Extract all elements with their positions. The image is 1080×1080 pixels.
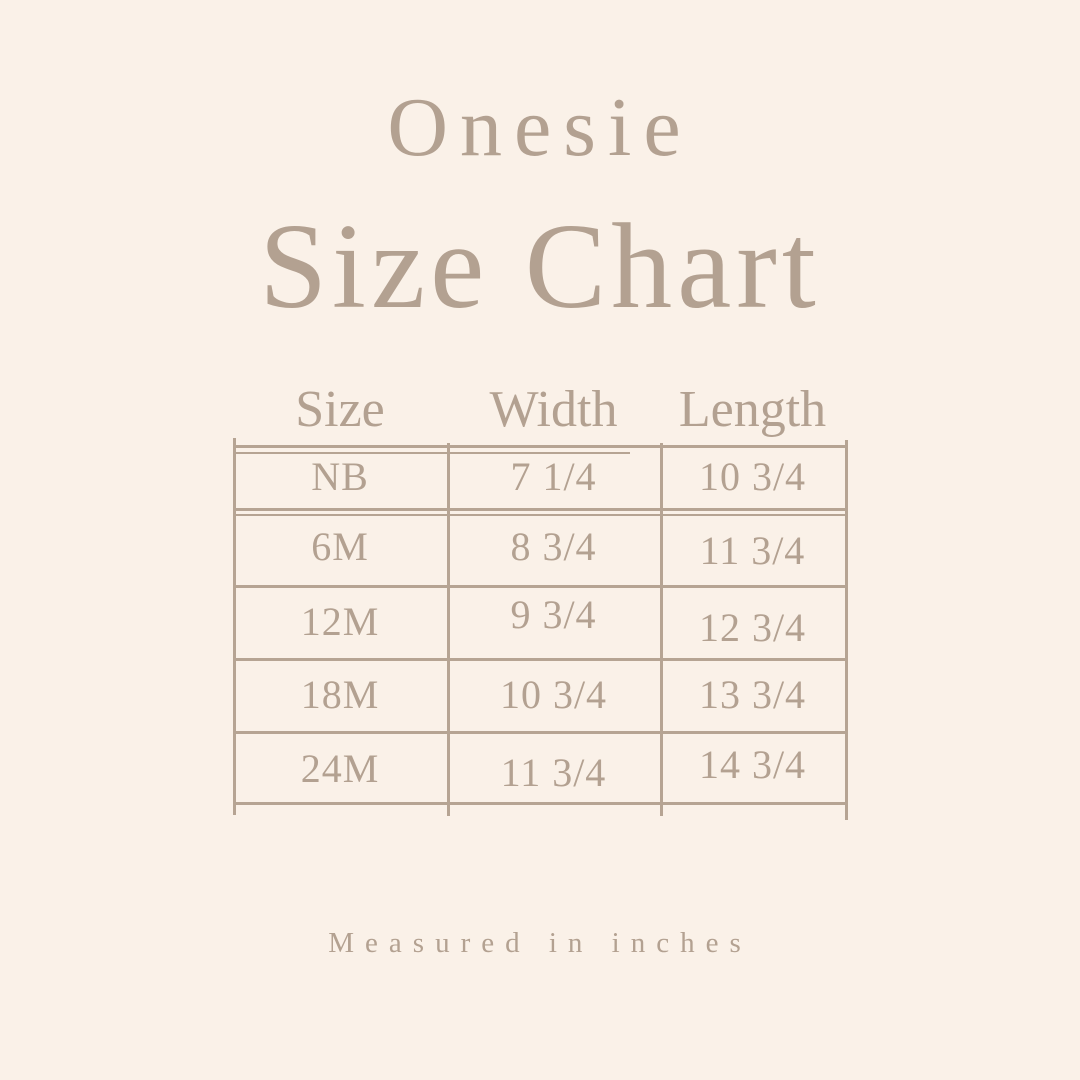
cell-18m-size: 18M [300,672,380,717]
cell-12m-width: 9 3/4 [510,592,597,637]
column-header-size: Size [295,381,385,438]
table-grid-line [233,731,845,734]
table-grid-line [660,443,663,816]
cell-18m-length: 13 3/4 [698,672,807,717]
measurement-note: Measured in inches [328,927,752,959]
table-grid-line [233,585,845,588]
column-header-length: Length [678,381,827,438]
product-name-heading: Onesie [387,81,693,174]
table-grid-line [233,658,845,661]
table-grid-line [447,443,450,816]
table-grid-line [233,508,845,511]
cell-6m-length: 11 3/4 [699,528,806,573]
cell-24m-width: 11 3/4 [500,749,607,795]
cell-18m-width: 10 3/4 [499,672,608,717]
cell-nb-size: NB [311,454,369,499]
size-table: NB 7 1/4 10 3/4 6M 8 3/4 11 3/4 12M 9 3/… [233,438,848,820]
table-grid-line [845,440,848,820]
cell-12m-size: 12M [300,599,380,644]
cell-12m-length: 12 3/4 [698,605,807,650]
table-column-headers: Size Width Length [233,384,845,436]
cell-6m-width: 8 3/4 [510,524,597,569]
table-grid-line [233,438,236,815]
column-header-width: Width [489,381,618,438]
table-grid-line [234,514,845,516]
size-table-body: NB 7 1/4 10 3/4 6M 8 3/4 11 3/4 12M 9 3/… [233,445,845,805]
page-title: Size Chart [259,199,821,334]
cell-24m-size: 24M [300,745,380,791]
cell-24m-length: 14 3/4 [698,741,807,787]
table-grid-line [233,445,845,448]
cell-nb-width: 7 1/4 [510,454,597,499]
cell-6m-size: 6M [311,524,369,569]
table-grid-line [233,802,845,805]
cell-nb-length: 10 3/4 [698,454,807,499]
table-grid-line [235,452,630,454]
